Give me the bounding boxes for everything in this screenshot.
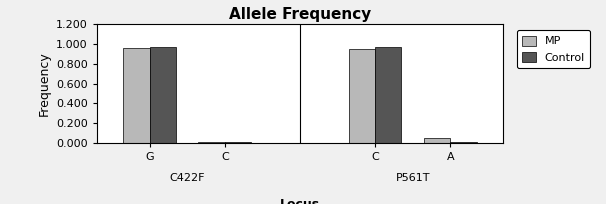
Y-axis label: Frequency: Frequency [38,51,51,116]
Bar [450,142,477,143]
Bar [375,47,402,143]
Bar [349,49,375,143]
Bar [199,142,225,143]
Bar [150,47,176,143]
Title: Allele Frequency: Allele Frequency [229,7,371,22]
Text: C422F: C422F [170,173,205,183]
Bar [225,142,251,143]
Legend: MP, Control: MP, Control [517,30,590,68]
Bar [424,138,450,143]
Bar [123,48,150,143]
Text: P561T: P561T [396,173,430,183]
Text: Locus: Locus [280,198,320,204]
